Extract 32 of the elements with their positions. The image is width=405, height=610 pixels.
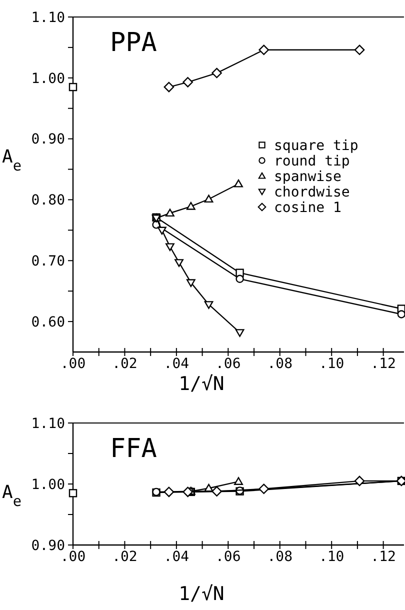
y-tick-label: 0.60 bbox=[31, 314, 65, 330]
legend-label: cosine 1 bbox=[274, 200, 342, 216]
y-axis-title: A$_{e}$ bbox=[2, 482, 22, 510]
y-tick-label: 0.80 bbox=[31, 192, 65, 209]
x-tick-label: .04 bbox=[164, 549, 190, 565]
y-tick-label: 0.90 bbox=[31, 132, 65, 148]
y-tick-label: 1.10 bbox=[31, 416, 65, 432]
legend-label: square tip bbox=[274, 138, 358, 154]
x-axis-title: 1/√N bbox=[178, 373, 224, 395]
y-tick-label: 0.70 bbox=[31, 254, 65, 270]
x-tick-label: .02 bbox=[112, 549, 138, 565]
y-tick-label: 1.10 bbox=[31, 10, 65, 26]
x-tick-label: .10 bbox=[318, 549, 344, 565]
chart-title: PPA bbox=[110, 28, 158, 58]
x-tick-label: .12 bbox=[370, 549, 396, 565]
legend-label: spanwise bbox=[274, 168, 342, 185]
x-tick-label: .06 bbox=[216, 549, 241, 565]
x-axis-title: 1/√N bbox=[178, 583, 224, 605]
y-axis-title: A$_{e}$ bbox=[2, 146, 22, 174]
x-tick-label: .00 bbox=[60, 356, 86, 372]
x-tick-label: .02 bbox=[112, 356, 138, 372]
legend-label: round tip bbox=[274, 153, 350, 170]
x-tick-label: .08 bbox=[267, 549, 293, 565]
x-tick-label: .08 bbox=[267, 356, 293, 372]
chart-title: FFA bbox=[110, 434, 158, 464]
x-tick-label: .06 bbox=[216, 356, 241, 372]
y-tick-label: 1.00 bbox=[31, 70, 65, 87]
x-tick-label: .04 bbox=[164, 356, 190, 372]
x-tick-label: .12 bbox=[370, 356, 396, 372]
x-tick-label: .10 bbox=[318, 356, 344, 372]
legend-label: chordwise bbox=[274, 184, 350, 200]
y-tick-label: 1.00 bbox=[31, 476, 65, 493]
